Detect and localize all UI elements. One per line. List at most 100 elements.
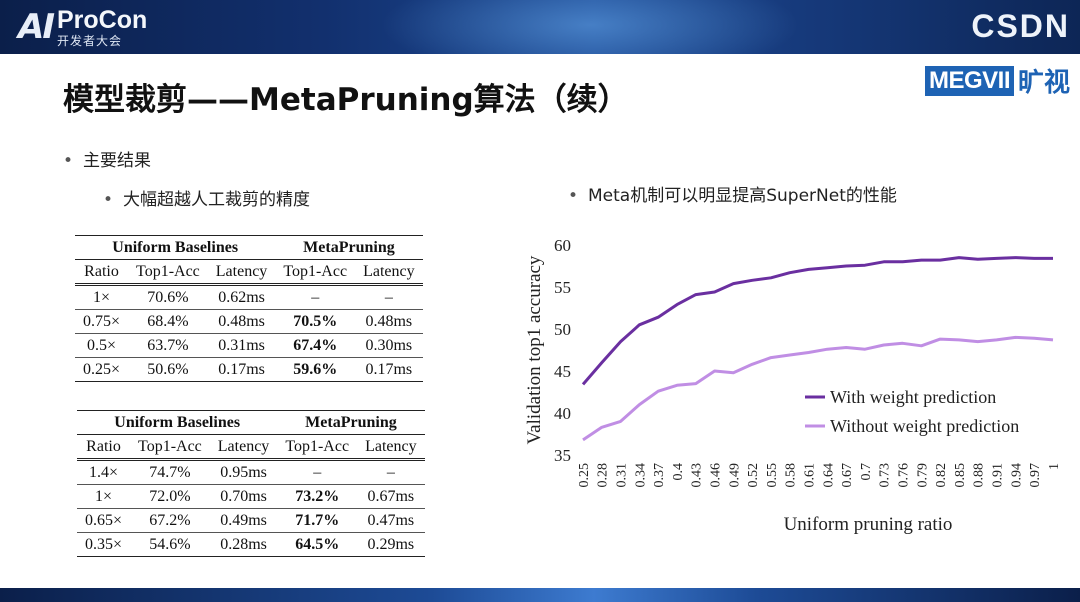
megvii-logo: MEGVII 旷视 [924,62,1070,99]
logo-procon-name: ProCon [56,5,148,34]
x-tick-label: 1 [1047,463,1062,470]
cell-baseline-latency: 0.17ms [207,357,276,382]
x-tick-label: 0.31 [615,463,630,488]
cell-meta-latency: – [384,288,393,306]
cell-meta-latency: 0.29ms [357,532,425,557]
cell-baseline-acc: 72.0% [130,484,210,509]
table-row: 1× 70.6% 0.62ms – – [75,285,423,310]
y-tick-label: 40 [554,404,571,423]
bullet-sub-left: • 大幅超越人工裁剪的精度 [103,185,310,210]
x-tick-label: 0.7 [859,463,874,481]
footer-banner [0,588,1080,602]
accuracy-line-chart: 35 40 45 50 55 60 0.25 0.28 0.31 0.34 0.37 0.4 0.43 0… [524,236,1062,535]
x-tick-label: 0.25 [577,463,592,488]
y-tick-label: 50 [554,320,571,339]
table-row: 1.4× 74.7% 0.95ms – – [77,460,425,485]
cell-baseline-acc: 54.6% [130,532,210,557]
cell-baseline-latency: 0.70ms [209,484,278,509]
x-tick-label: 0.37 [652,463,667,488]
cell-meta-acc: 71.7% [277,508,358,533]
x-tick-label: 0.91 [991,463,1006,488]
col-header-latency: Latency [207,259,276,286]
col-header-latency: Latency [355,259,423,286]
x-tick-label: 0.34 [633,463,648,488]
logo-procon-subtitle: 开发者大会 [56,33,122,48]
cell-ratio: 0.75× [75,309,129,334]
slide-title: 模型裁剪——MetaPruning算法（续） [63,82,629,118]
megvii-logo-cn: 旷视 [1017,68,1070,98]
cell-ratio: 1.4× [89,463,119,481]
table-row: 0.25× 50.6% 0.17ms 59.6% 0.17ms [75,357,423,382]
results-table-2: Uniform Baselines MetaPruning Ratio Top1… [77,410,425,557]
y-tick-label: 60 [554,236,571,255]
cell-ratio: 1× [93,288,111,306]
cell-meta-acc: 67.4% [275,333,356,358]
col-header-latency: Latency [209,434,278,461]
cell-baseline-latency: 0.49ms [209,508,278,533]
x-axis-label: Uniform pruning ratio [784,514,953,535]
col-header-top1-acc: Top1-Acc [277,434,358,461]
cell-meta-latency: – [386,463,395,481]
cell-meta-acc: – [311,288,320,306]
cell-meta-latency: 0.48ms [355,309,423,334]
cell-baseline-latency: 0.31ms [207,333,276,358]
cell-meta-acc: 70.5% [275,309,356,334]
cell-baseline-acc: 63.7% [128,333,208,358]
cell-meta-acc: 64.5% [277,532,358,557]
bullet-sub-right-text: Meta机制可以明显提高SuperNet的性能 [588,186,897,206]
bullet-dot: • [103,190,114,210]
bullet-dot: • [568,186,579,206]
table-header-row: Ratio Top1-Acc Latency Top1-Acc Latency [75,259,423,286]
cell-ratio: 0.35× [77,532,131,557]
cell-baseline-acc: 50.6% [128,357,208,382]
x-tick-label: 0.73 [878,463,893,488]
bullet-sub-left-text: 大幅超越人工裁剪的精度 [123,190,310,210]
x-tick-label: 0.43 [690,463,705,488]
bullet-main-text: 主要结果 [83,151,151,171]
results-table-1: Uniform Baselines MetaPruning Ratio Top1… [75,235,423,382]
y-tick-label: 45 [554,362,571,381]
cell-ratio: 0.5× [75,333,129,358]
group-metapruning: MetaPruning [275,235,423,260]
cell-meta-acc: – [313,463,322,481]
cell-baseline-acc: 70.6% [147,288,189,306]
x-tick-label: 0.64 [821,463,836,488]
logo-ai-mark: AI [18,7,55,47]
col-header-ratio: Ratio [77,434,131,461]
x-tick-label: 0.88 [972,463,987,488]
col-header-ratio: Ratio [75,259,129,286]
x-tick-label: 0.97 [1028,463,1043,488]
cell-ratio: 0.25× [75,357,129,382]
table-group-row: Uniform Baselines MetaPruning [75,235,423,260]
cell-baseline-latency: 0.62ms [218,288,265,306]
cell-meta-latency: 0.67ms [357,484,425,509]
y-axis-label: Validation top1 accuracy [524,255,545,444]
table-row: 0.5× 63.7% 0.31ms 67.4% 0.30ms [75,333,423,358]
y-tick-label: 35 [554,446,571,465]
cell-ratio: 1× [77,484,131,509]
x-tick-label: 0.61 [803,463,818,488]
header-banner: AI ProCon 开发者大会 CSDN [0,0,1080,54]
banner-glow [380,0,800,54]
col-header-top1-acc: Top1-Acc [128,259,208,286]
bullet-dot: • [63,151,74,171]
table-group-row: Uniform Baselines MetaPruning [77,410,425,435]
logo-text-block: ProCon 开发者大会 [56,5,148,48]
cell-baseline-latency: 0.28ms [209,532,278,557]
table-row: 0.75× 68.4% 0.48ms 70.5% 0.48ms [75,309,423,334]
cell-baseline-acc: 68.4% [128,309,208,334]
series-line-without-weight-prediction [582,335,1054,442]
csdn-logo: CSDN [971,8,1070,44]
table-header-row: Ratio Top1-Acc Latency Top1-Acc Latency [77,434,425,461]
x-tick-label: 0.85 [953,463,968,488]
cell-meta-latency: 0.30ms [355,333,423,358]
cell-baseline-acc: 67.2% [130,508,210,533]
x-tick-label: 0.58 [784,463,799,488]
x-tick-label: 0.94 [1009,463,1024,488]
cell-meta-latency: 0.17ms [355,357,423,382]
x-tick-label: 0.79 [915,463,930,488]
x-tick-label: 0.46 [709,463,724,488]
x-tick-label: 0.4 [671,463,686,481]
cell-meta-acc: 59.6% [275,357,356,382]
group-metapruning: MetaPruning [277,410,425,435]
